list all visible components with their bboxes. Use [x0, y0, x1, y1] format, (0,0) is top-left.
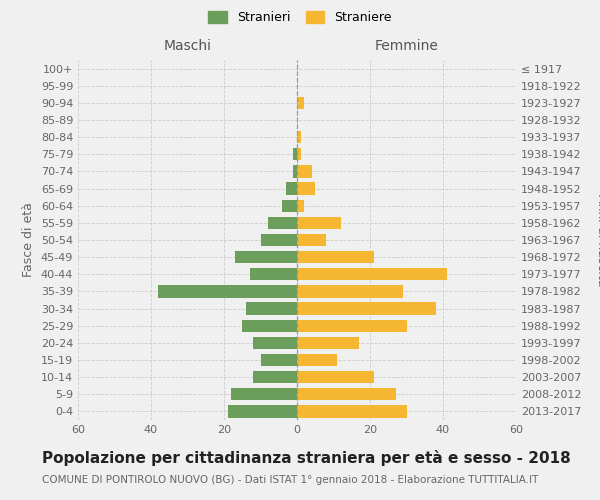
Bar	[297, 216, 341, 229]
Bar	[268, 216, 297, 229]
Bar	[293, 166, 297, 177]
Bar	[297, 268, 446, 280]
Bar	[297, 182, 315, 194]
Bar	[246, 302, 297, 314]
Bar	[293, 148, 297, 160]
Bar	[286, 182, 297, 194]
Bar	[250, 268, 297, 280]
Bar	[158, 286, 297, 298]
Bar	[297, 234, 326, 246]
Bar	[297, 320, 407, 332]
Bar	[260, 234, 297, 246]
Bar	[283, 200, 297, 212]
Bar	[297, 131, 301, 143]
Bar	[260, 354, 297, 366]
Bar	[297, 148, 301, 160]
Bar	[297, 166, 311, 177]
Bar	[297, 336, 359, 349]
Bar	[297, 200, 304, 212]
Text: Femmine: Femmine	[374, 39, 439, 53]
Bar	[297, 286, 403, 298]
Bar	[253, 371, 297, 384]
Legend: Stranieri, Straniere: Stranieri, Straniere	[203, 6, 397, 29]
Bar	[297, 371, 374, 384]
Text: Popolazione per cittadinanza straniera per età e sesso - 2018: Popolazione per cittadinanza straniera p…	[42, 450, 571, 466]
Bar	[235, 251, 297, 264]
Bar	[297, 251, 374, 264]
Bar	[242, 320, 297, 332]
Bar	[297, 354, 337, 366]
Bar	[297, 302, 436, 314]
Text: COMUNE DI PONTIROLO NUOVO (BG) - Dati ISTAT 1° gennaio 2018 - Elaborazione TUTTI: COMUNE DI PONTIROLO NUOVO (BG) - Dati IS…	[42, 475, 538, 485]
Bar	[297, 388, 395, 400]
Bar	[253, 336, 297, 349]
Bar	[297, 96, 304, 109]
Bar	[227, 406, 297, 417]
Text: Maschi: Maschi	[163, 39, 212, 53]
Y-axis label: Fasce di età: Fasce di età	[22, 202, 35, 278]
Y-axis label: Anni di nascita: Anni di nascita	[595, 194, 600, 286]
Bar	[297, 406, 407, 417]
Bar	[232, 388, 297, 400]
